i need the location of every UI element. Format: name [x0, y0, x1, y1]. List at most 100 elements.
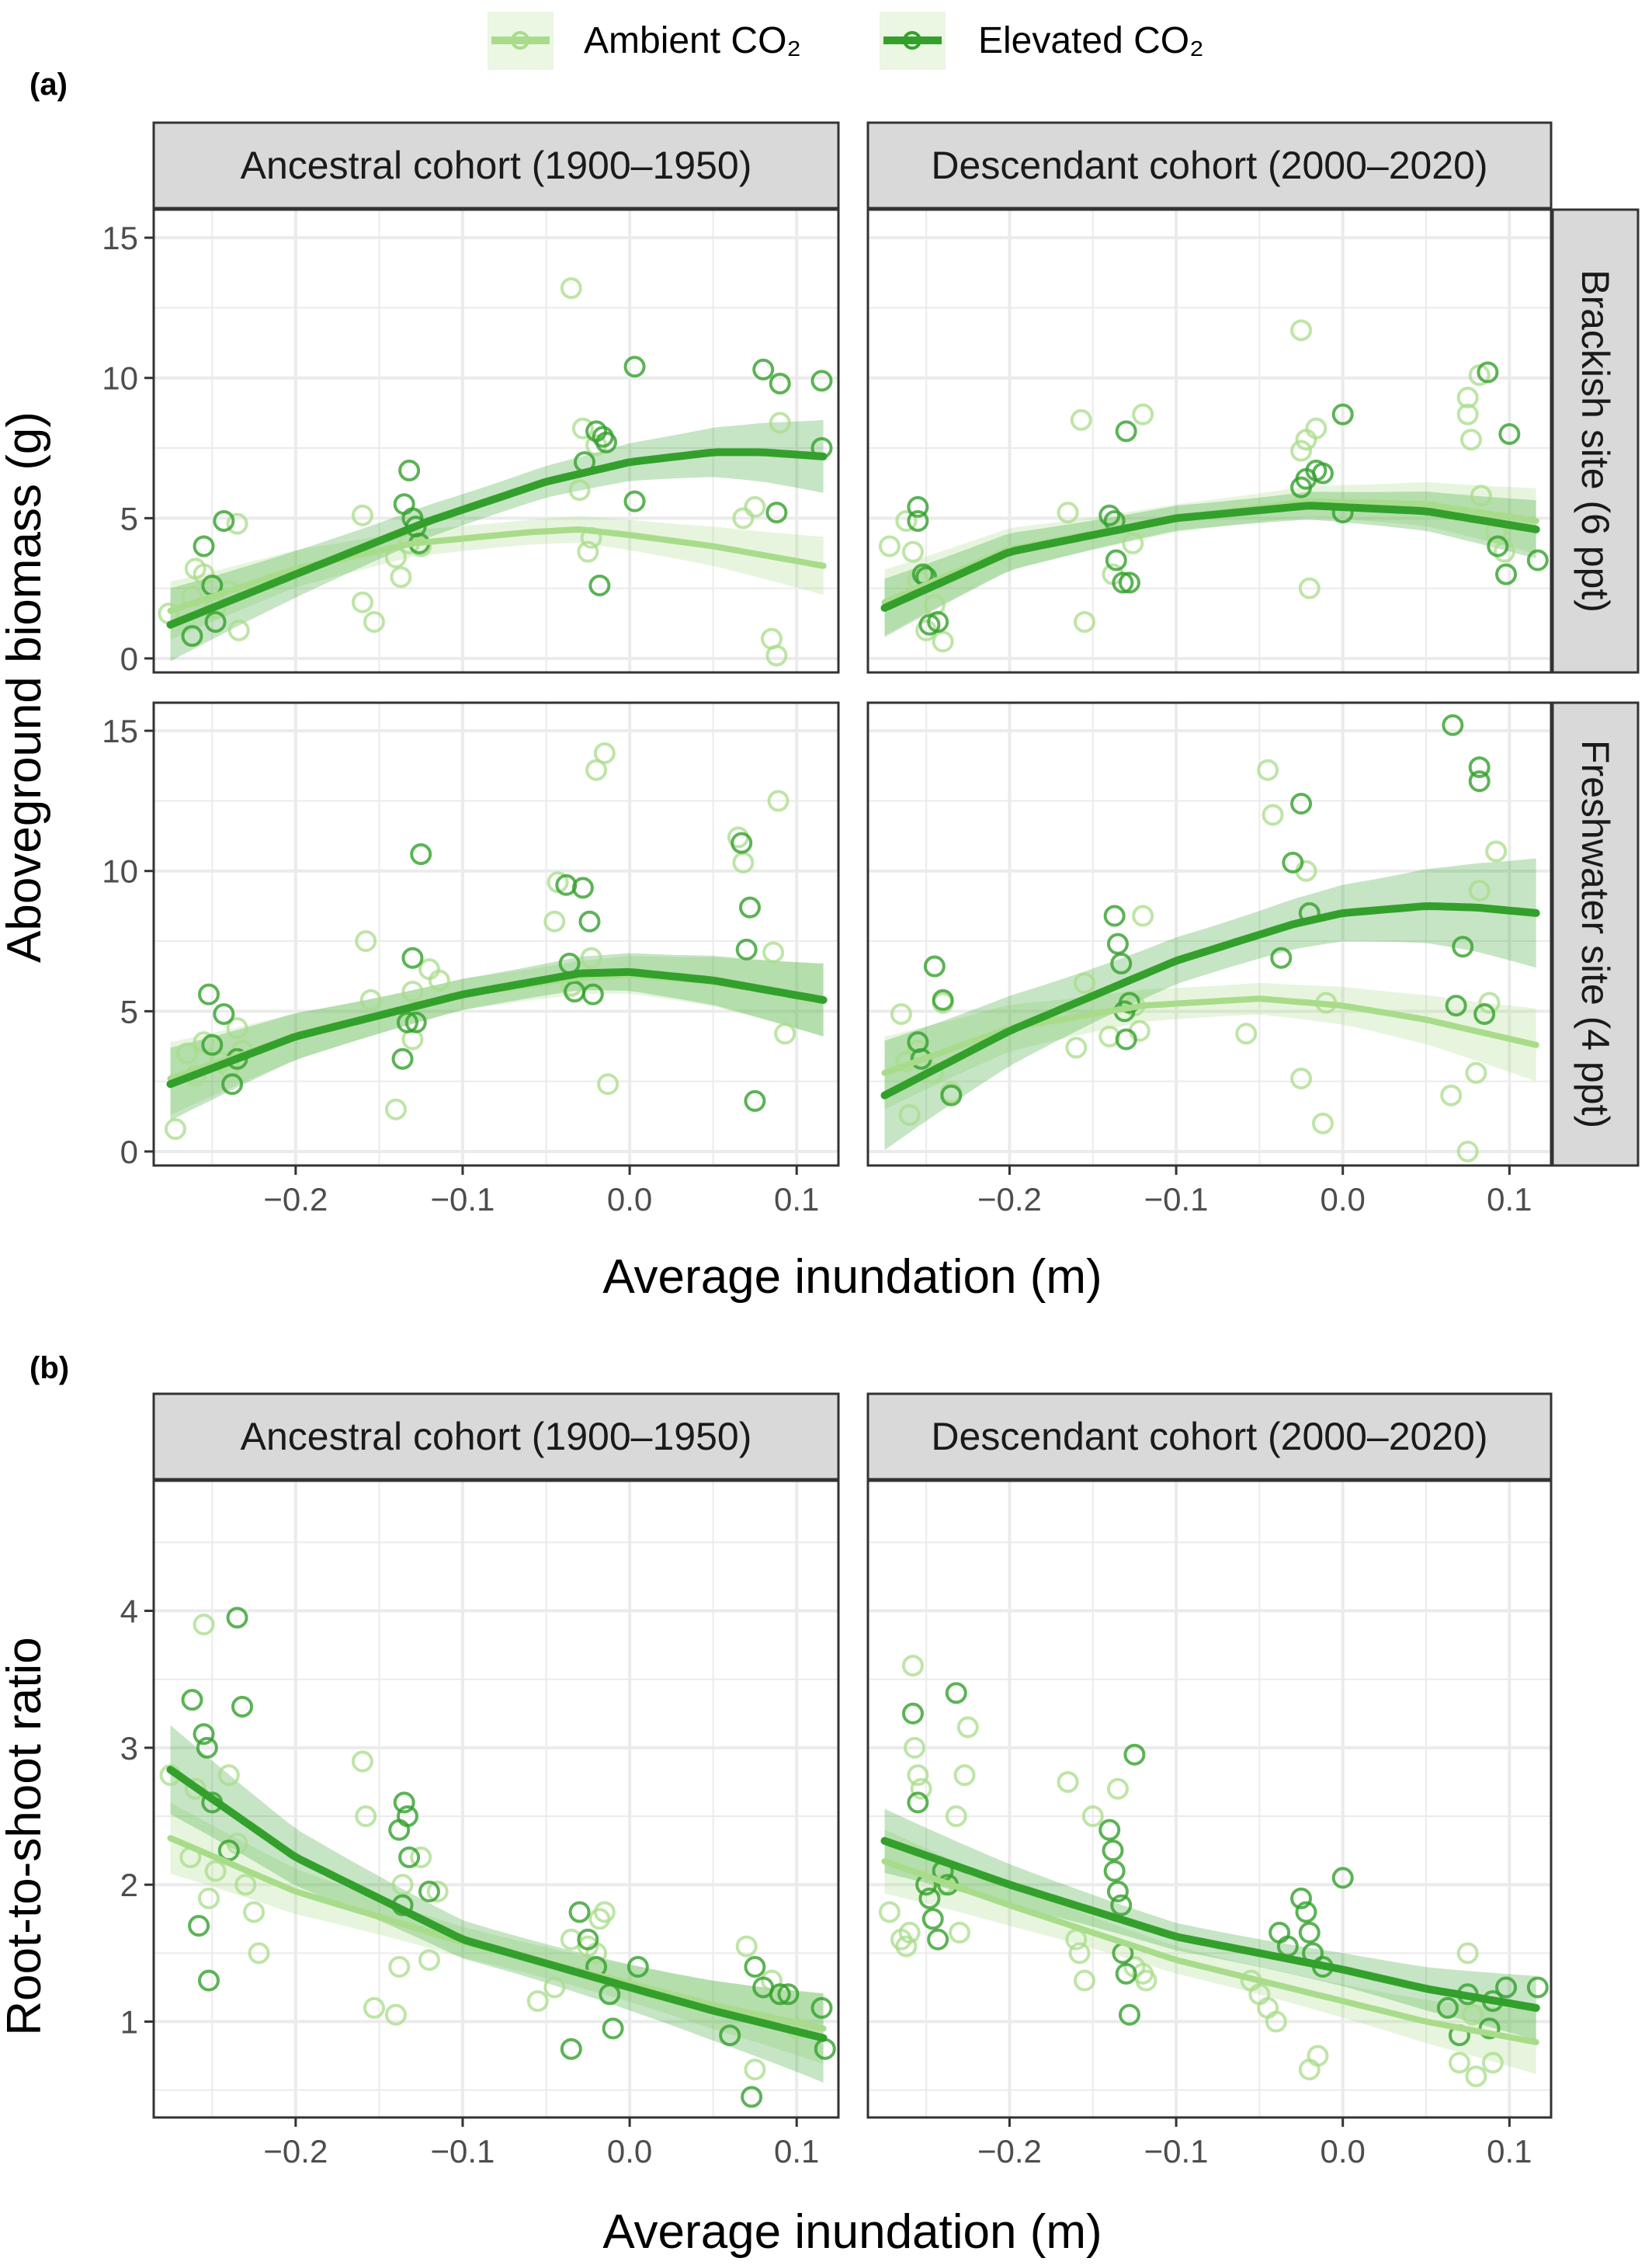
- ci-ribbon-elevated: [884, 1808, 1536, 2041]
- data-point-ambient: [1456, 1942, 1479, 1965]
- data-point-ambient: [363, 610, 385, 633]
- data-point-elevated: [1123, 1743, 1146, 1766]
- data-point-ambient: [1470, 485, 1492, 507]
- ci-ribbon-elevated: [884, 492, 1536, 637]
- y-tick-label: 0: [120, 1134, 138, 1170]
- data-point-ambient: [184, 1777, 206, 1800]
- data-point-elevated: [921, 1908, 944, 1930]
- data-point-ambient: [1493, 540, 1515, 563]
- data-point-elevated: [1295, 1901, 1317, 1923]
- data-point-ambient: [543, 910, 566, 933]
- panel-background: [154, 210, 838, 672]
- data-point-elevated: [907, 495, 929, 518]
- data-point-ambient: [410, 1846, 432, 1868]
- data-point-ambient: [1074, 1969, 1096, 1992]
- x-axis-title-a: Average inundation (m): [602, 1250, 1102, 1304]
- data-point-elevated: [810, 370, 833, 392]
- data-point-ambient: [384, 1098, 407, 1120]
- data-point-elevated: [1468, 756, 1491, 779]
- data-point-ambient: [571, 417, 594, 439]
- y-tick-label: 10: [102, 853, 138, 890]
- data-point-elevated: [398, 1846, 421, 1868]
- x-tick-label: −0.2: [977, 1181, 1042, 1218]
- data-point-ambient: [878, 535, 901, 558]
- data-point-ambient: [744, 2058, 766, 2081]
- data-point-elevated: [1118, 571, 1140, 594]
- panel-background: [868, 703, 1551, 1166]
- data-point-elevated: [213, 1002, 235, 1025]
- data-point-ambient: [543, 1976, 566, 1999]
- y-tick-label: 1: [120, 2004, 138, 2041]
- ci-ribbon-ambient: [884, 481, 1536, 635]
- data-point-ambient: [1290, 319, 1313, 342]
- data-point-elevated: [571, 877, 594, 899]
- data-point-ambient: [1298, 577, 1321, 599]
- x-tick-label: 0.1: [1487, 2133, 1532, 2169]
- data-point-elevated: [1331, 403, 1354, 426]
- data-point-elevated: [744, 1089, 766, 1112]
- col-strip-b-ancestral-label: Ancestral cohort (1900–1950): [241, 1415, 752, 1458]
- data-point-elevated: [410, 843, 432, 866]
- ci-ribbon-elevated: [170, 419, 824, 662]
- data-point-ambient: [1235, 1023, 1258, 1045]
- data-point-elevated: [927, 610, 949, 633]
- data-point-ambient: [1262, 804, 1284, 826]
- data-point-elevated: [404, 1011, 427, 1033]
- data-point-elevated: [731, 832, 753, 854]
- data-point-elevated: [1270, 947, 1293, 969]
- x-tick-label: −0.1: [1144, 1181, 1209, 1218]
- x-tick-label: 0.0: [607, 1181, 652, 1218]
- legend-label-elevated: Elevated CO₂: [978, 20, 1204, 61]
- figure-tag-a: (a): [30, 68, 68, 102]
- y-tick-label: 15: [102, 220, 138, 256]
- panel-0-1-1: −0.2 −0.1 0.0 0.1: [866, 701, 1553, 1218]
- fit-line-elevated: [880, 1836, 1540, 2012]
- fit-line-ambient: [881, 995, 1539, 1076]
- fit-line-elevated: [166, 1766, 828, 2042]
- x-tick-label: 0.0: [607, 2133, 652, 2169]
- data-point-ambient: [217, 1764, 240, 1787]
- col-strip-a-ancestral-label: Ancestral cohort (1900–1950): [241, 144, 752, 187]
- x-tick-label: −0.2: [977, 2133, 1042, 2169]
- data-point-elevated: [204, 610, 227, 633]
- fit-line-elevated: [166, 967, 828, 1089]
- data-point-ambient: [945, 1805, 967, 1828]
- data-point-elevated: [719, 2024, 741, 2047]
- data-point-ambient: [597, 1073, 620, 1096]
- row-strip-brackish-label: Brackish site (6 ppt): [1574, 269, 1617, 613]
- data-point-ambient: [1265, 2010, 1287, 2033]
- data-point-ambient: [390, 566, 412, 589]
- data-point-elevated: [1487, 535, 1509, 558]
- data-point-ambient: [1132, 905, 1154, 927]
- data-point-elevated: [623, 490, 646, 512]
- ci-ribbon-ambient: [170, 516, 824, 641]
- data-point-elevated: [1106, 1881, 1129, 1903]
- data-point-elevated: [769, 1983, 791, 2006]
- data-point-ambient: [769, 412, 791, 434]
- data-point-ambient: [1106, 1777, 1129, 1800]
- data-point-ambient: [774, 1023, 796, 1045]
- ci-ribbon-ambient: [170, 956, 824, 1115]
- data-point-elevated: [932, 988, 954, 1011]
- data-point-elevated: [595, 431, 617, 453]
- strips-b: Ancestral cohort (1900–1950) Descendant …: [152, 1392, 1553, 1481]
- data-point-ambient: [1135, 1969, 1157, 1992]
- data-point-ambient: [164, 1118, 186, 1141]
- data-point-ambient: [176, 1042, 199, 1065]
- data-point-elevated: [1105, 549, 1127, 571]
- data-point-ambient: [767, 790, 790, 812]
- data-point-ambient: [355, 1805, 377, 1828]
- data-point-ambient: [1440, 1084, 1463, 1106]
- panel-1-0-1: −0.2 −0.1 0.0 0.1: [866, 1479, 1553, 2169]
- data-point-ambient: [890, 1002, 912, 1025]
- data-point-elevated: [396, 1011, 418, 1033]
- legend-point-elevated: [903, 31, 921, 50]
- data-point-ambient: [391, 1874, 414, 1896]
- y-axis-title-a: Aboveground biomass (g): [0, 412, 51, 963]
- data-point-ambient: [1074, 972, 1096, 995]
- data-point-elevated: [1311, 462, 1334, 485]
- data-point-elevated: [769, 372, 791, 394]
- data-point-ambient: [1465, 2065, 1487, 2088]
- x-tick-label: 0.1: [774, 2133, 819, 2169]
